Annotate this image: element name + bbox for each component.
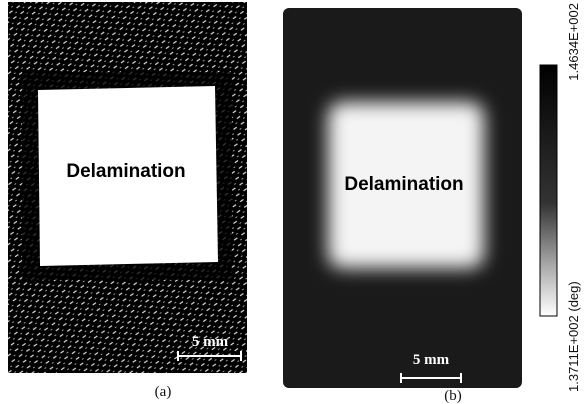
colorbar (540, 65, 557, 316)
scale-label: 5 mm (192, 334, 229, 350)
region-label: Delamination (66, 161, 185, 182)
figure: Delamination 5 mm (a) Delamination 5 mm … (0, 0, 587, 404)
page: Delamination 5 mm (a) Delamination 5 mm … (0, 0, 587, 404)
region-label: Delamination (344, 174, 463, 195)
panel-b: Delamination 5 mm (b) 1.4634E+002 1.3711… (283, 3, 581, 404)
panel-a: Delamination 5 mm (a) (8, 2, 247, 400)
colorbar-min-label: 1.3711E+002 (deg) (566, 281, 581, 392)
caption: (a) (155, 384, 172, 400)
scale-label: 5 mm (413, 352, 450, 368)
colorbar-max-label: 1.4634E+002 (566, 3, 581, 81)
caption: (b) (444, 388, 462, 404)
